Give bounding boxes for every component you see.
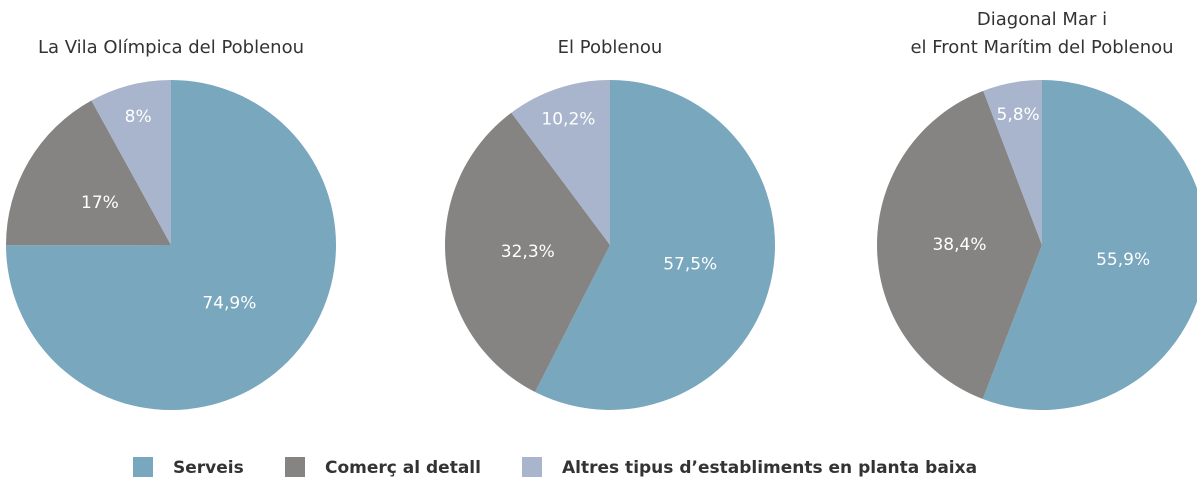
slice-label: 57,5% xyxy=(663,254,717,274)
slice-label: 38,4% xyxy=(932,235,986,255)
pie-slice xyxy=(444,112,610,393)
legend-label: Altres tipus d’establiments en planta ba… xyxy=(562,458,977,478)
slice-label: 74,9% xyxy=(202,293,256,313)
slice-label: 5,8% xyxy=(997,105,1040,125)
pie-slice xyxy=(983,80,1042,245)
pie-slice xyxy=(535,80,775,411)
pie-slice xyxy=(511,80,610,245)
legend-label: Serveis xyxy=(173,458,244,478)
slice-label: 8% xyxy=(125,107,152,127)
chart-title: Diagonal Mar i xyxy=(977,9,1107,30)
slice-label: 55,9% xyxy=(1096,250,1150,270)
legend-label: Comerç al detall xyxy=(325,458,481,478)
slice-label: 32,3% xyxy=(501,242,555,262)
pie-slice xyxy=(6,80,337,411)
legend-swatch xyxy=(285,457,305,477)
slice-label: 10,2% xyxy=(541,110,595,130)
pie-slice xyxy=(877,90,1042,400)
pie-slice xyxy=(982,80,1197,410)
legend-swatch xyxy=(522,457,542,477)
chart-title: El Poblenou xyxy=(558,37,663,58)
chart-title: el Front Marítim del Poblenou xyxy=(910,37,1173,58)
pie-slice xyxy=(91,80,171,245)
legend-swatch xyxy=(133,457,153,477)
slice-label: 17% xyxy=(81,193,119,213)
chart-title: La Vila Olímpica del Poblenou xyxy=(38,37,304,58)
pie-slice xyxy=(6,100,171,246)
